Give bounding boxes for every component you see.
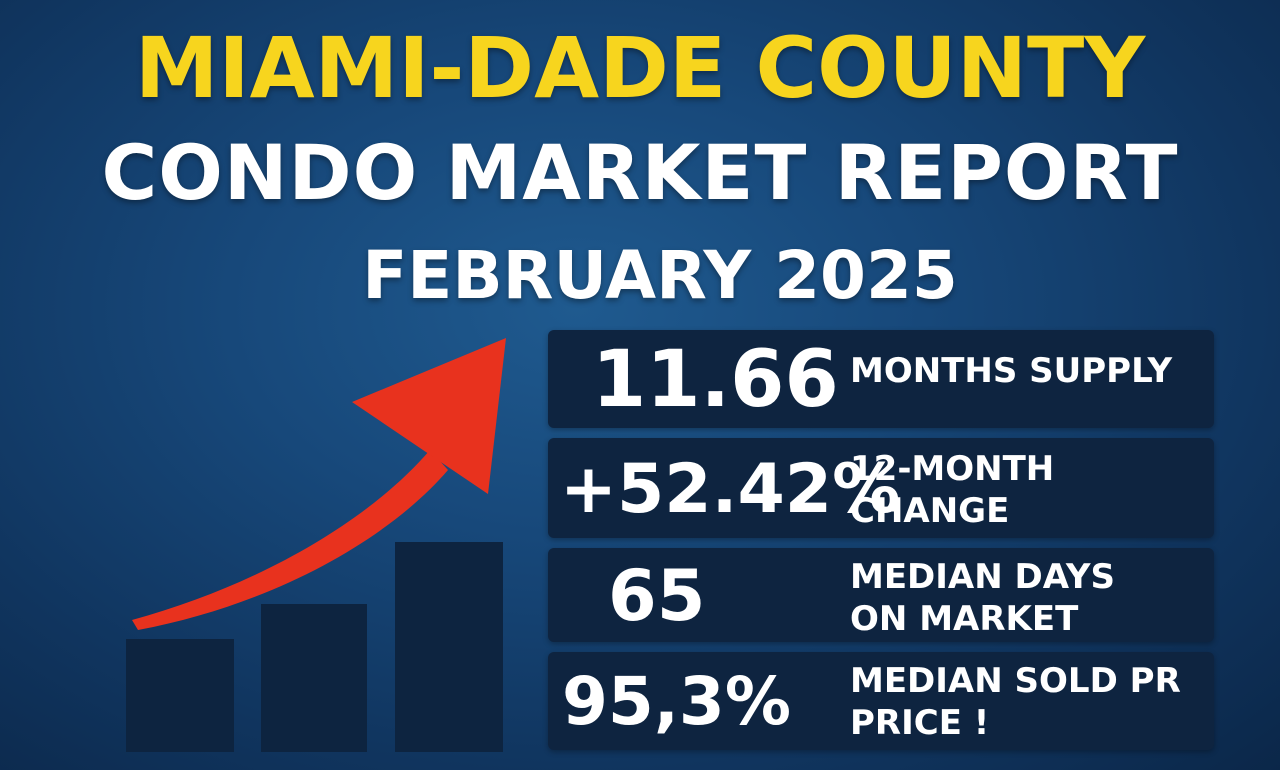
title-county: MIAMI-DADE COUNTY xyxy=(134,19,1146,117)
stat-label-line: ON MARKET xyxy=(850,599,1079,639)
stat-label-line: 12-MONTH xyxy=(850,449,1055,489)
stat-label: MONTHS SUPPLY xyxy=(850,351,1173,391)
title-report: CONDO MARKET REPORT xyxy=(101,128,1179,217)
stat-label-line: PRICE ! xyxy=(850,703,990,743)
bar-1 xyxy=(126,639,234,752)
stat-card-12-month-change: +52.42% 12-MONTH CHANGE xyxy=(548,438,1214,538)
stat-value: +52.42% xyxy=(560,450,901,529)
stat-label-line: CHANGE xyxy=(850,491,1010,531)
stat-value: 11.66 xyxy=(592,335,839,425)
stat-card-median-days: 65 MEDIAN DAYS ON MARKET xyxy=(548,548,1214,642)
stat-card-months-supply: 11.66 MONTHS SUPPLY xyxy=(548,330,1214,428)
bar-3 xyxy=(395,542,503,752)
stat-label: MEDIAN SOLD PR PRICE ! xyxy=(850,660,1181,744)
stat-value: 95,3% xyxy=(562,663,791,740)
stat-label: MEDIAN DAYS ON MARKET xyxy=(850,556,1115,640)
trend-up-arrow-icon xyxy=(132,338,506,630)
stat-label-line: MEDIAN SOLD PR xyxy=(850,661,1181,701)
stat-card-median-sold-price: 95,3% MEDIAN SOLD PR PRICE ! xyxy=(548,652,1214,750)
stat-label-line: MEDIAN DAYS xyxy=(850,557,1115,597)
title-date: FEBRUARY 2025 xyxy=(362,237,958,314)
bar-2 xyxy=(261,604,367,752)
stat-value: 65 xyxy=(608,555,706,637)
stat-label: 12-MONTH CHANGE xyxy=(850,448,1054,532)
